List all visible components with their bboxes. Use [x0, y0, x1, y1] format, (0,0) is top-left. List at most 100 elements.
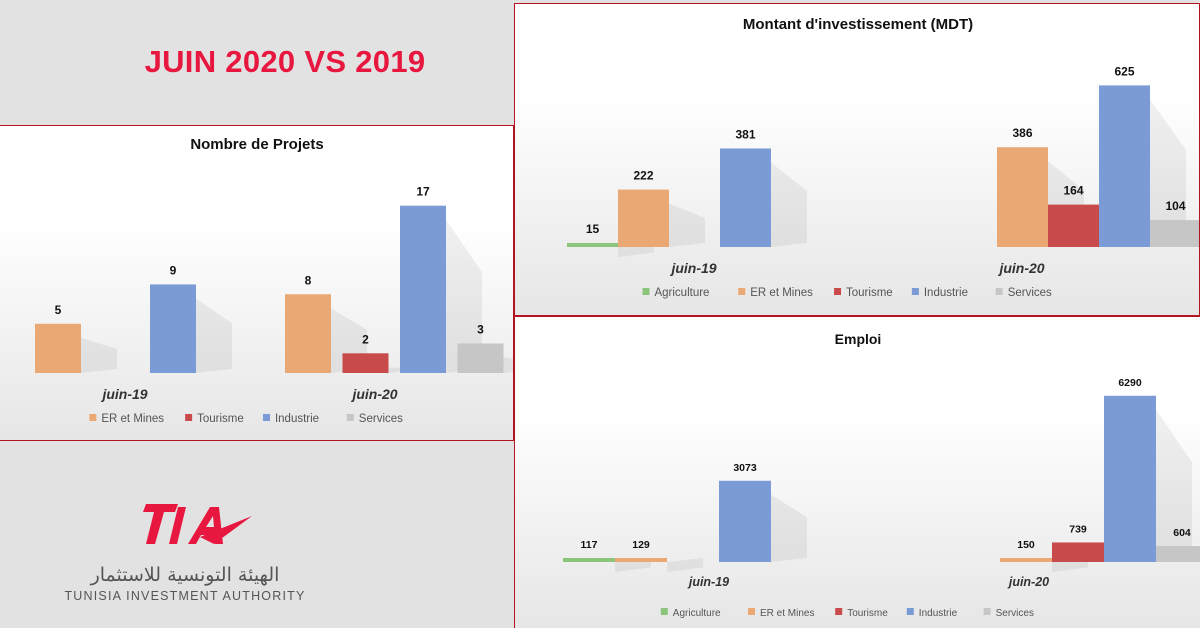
legend-swatch-services	[346, 414, 354, 421]
bar-industrie-juin-20	[1104, 395, 1156, 562]
chart-panel-emploi: Emploi 117 129 3073 juin-19 150 739 6290 604 juin…	[514, 316, 1200, 628]
category-label: juin-20	[350, 386, 397, 402]
bar-industrie-juin-19	[150, 284, 196, 373]
legend-swatch-agriculture	[660, 608, 668, 615]
bar-tourisme-juin-20	[1052, 542, 1104, 562]
bar-er-et-mines-juin-20	[285, 294, 331, 373]
bar-shadow	[667, 558, 703, 572]
legend-entry-services: Services	[359, 413, 403, 425]
chart-panel-projets: Nombre de Projets 5 9 juin-19 8 2 17 3 juin-20 ER…	[0, 125, 514, 441]
bar-industrie-juin-20	[400, 205, 446, 373]
legend-swatch-er-et-mines	[89, 414, 97, 421]
chart-panel-montant: Montant d'investissement (MDT) 15 222 381 ju…	[514, 3, 1200, 316]
category-label: juin-19	[100, 386, 147, 402]
bar-services-juin-20	[1156, 546, 1200, 562]
legend-entry-industrie: Industrie	[919, 608, 958, 619]
bar-shadow	[669, 203, 705, 247]
logo-panel	[0, 441, 514, 628]
category-label: juin-20	[1007, 575, 1049, 589]
legend-swatch-industrie	[911, 288, 919, 295]
legend-entry-agriculture: Agriculture	[673, 608, 721, 619]
bar-er-et-mines-juin-19	[35, 323, 81, 373]
bar-industrie-juin-19	[720, 148, 771, 247]
bar-shadow	[771, 494, 807, 562]
bar-er-et-mines-juin-19	[615, 558, 667, 562]
data-label: 386	[1012, 126, 1032, 140]
bar-er-et-mines-juin-20	[1000, 558, 1052, 562]
bar-er-et-mines-juin-19	[618, 189, 669, 247]
data-label: 164	[1063, 184, 1083, 198]
legend-entry-er-et-mines: ER et Mines	[101, 413, 164, 425]
bar-shadow	[503, 357, 513, 373]
bar-tourisme-juin-20	[1048, 204, 1099, 247]
headline-panel: JUIN 2020 VS 2019	[0, 0, 514, 125]
data-label: 3073	[733, 462, 757, 474]
data-label: 5	[55, 303, 62, 317]
data-label: 739	[1069, 523, 1087, 535]
category-label: juin-19	[669, 260, 716, 276]
legend-swatch-er-et-mines	[748, 608, 755, 615]
data-label: 6290	[1118, 377, 1142, 389]
legend-swatch-services	[995, 288, 1003, 295]
data-label: 15	[586, 222, 600, 236]
legend-swatch-er-et-mines	[738, 288, 746, 295]
legend-swatch-tourisme	[185, 414, 193, 421]
chart-title: Nombre de Projets	[190, 136, 323, 153]
data-label: 625	[1114, 64, 1134, 78]
data-label: 117	[581, 539, 598, 551]
legend-entry-industrie: Industrie	[275, 413, 319, 425]
category-label: juin-20	[997, 260, 1044, 276]
legend-entry-tourisme: Tourisme	[847, 608, 888, 619]
legend-entry-services: Services	[1008, 287, 1052, 299]
chart-title: Montant d'investissement (MDT)	[743, 16, 973, 33]
bar-shadow	[81, 337, 117, 373]
data-label: 17	[416, 185, 430, 199]
data-label: 9	[170, 263, 177, 277]
bar-tourisme-juin-20	[342, 353, 389, 373]
data-label: 381	[735, 127, 755, 141]
logo-arabic-name: الهيئة التونسية للاستثمار	[90, 564, 280, 586]
tia-logo	[143, 504, 252, 544]
bar-services-juin-20	[1150, 220, 1199, 247]
legend-swatch-industrie	[262, 414, 270, 421]
data-label: 8	[305, 273, 312, 287]
bar-services-juin-20	[457, 343, 504, 373]
legend-swatch-tourisme	[834, 288, 842, 295]
legend-swatch-tourisme	[835, 608, 843, 615]
logo-english-name: TUNISIA INVESTMENT AUTHORITY	[64, 589, 306, 603]
legend-entry-er-et-mines: ER et Mines	[760, 608, 814, 619]
bar-shadow	[1150, 99, 1186, 248]
bar-shadow	[446, 219, 482, 373]
legend-swatch-agriculture	[642, 288, 650, 295]
bar-agriculture-juin-19	[563, 558, 615, 562]
legend-entry-er-et-mines: ER et Mines	[750, 287, 813, 299]
category-label: juin-19	[687, 575, 729, 589]
legend-swatch-industrie	[906, 608, 914, 615]
page-title: JUIN 2020 VS 2019	[144, 44, 426, 79]
legend-entry-agriculture: Agriculture	[654, 287, 709, 299]
chart-title: Emploi	[835, 331, 882, 347]
tia-logo-mark	[143, 504, 252, 544]
legend-entry-tourisme: Tourisme	[197, 413, 244, 425]
data-label: 3	[477, 322, 484, 336]
bar-er-et-mines-juin-20	[997, 147, 1048, 247]
bar-shadow	[1156, 409, 1192, 562]
chart-montant: Montant d'investissement (MDT) 15 222 381 ju…	[567, 16, 1199, 299]
data-label: 129	[632, 539, 650, 551]
bar-agriculture-juin-19	[567, 243, 618, 247]
data-label: 222	[633, 169, 653, 183]
data-label: 2	[362, 332, 369, 346]
data-label: 150	[1017, 539, 1035, 551]
chart-projets: Nombre de Projets 5 9 juin-19 8 2 17 3 juin-20 ER…	[35, 136, 513, 425]
legend-entry-tourisme: Tourisme	[846, 287, 893, 299]
data-label: 104	[1165, 199, 1185, 213]
data-label: 604	[1173, 527, 1191, 539]
bar-shadow	[771, 162, 807, 247]
bar-industrie-juin-20	[1099, 85, 1150, 248]
bar-shadow	[196, 298, 232, 373]
legend-entry-services: Services	[996, 608, 1034, 619]
bar-industrie-juin-19	[719, 480, 771, 562]
chart-emploi: Emploi 117 129 3073 juin-19 150 739 6290 604 juin…	[563, 331, 1200, 619]
legend-entry-industrie: Industrie	[924, 287, 968, 299]
legend-swatch-services	[983, 608, 991, 615]
